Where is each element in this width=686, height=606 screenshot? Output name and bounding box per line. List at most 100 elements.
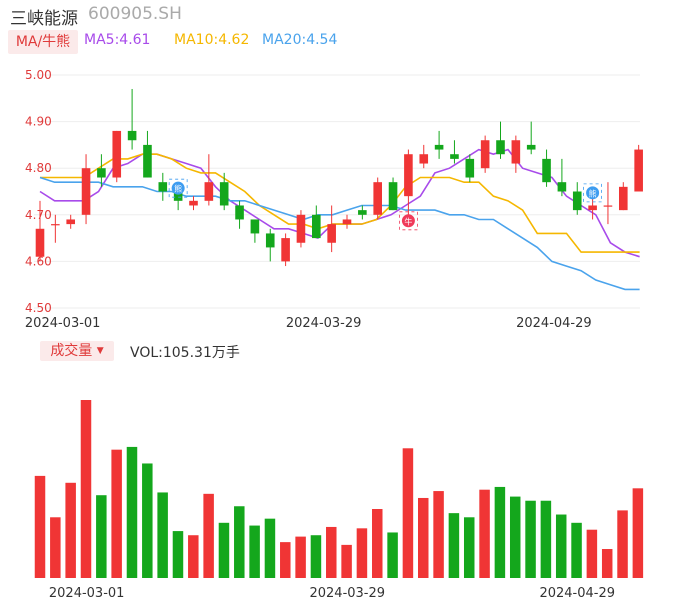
candle-body: [434, 144, 444, 150]
candle-body: [542, 158, 551, 183]
volume-bar: [632, 488, 644, 578]
x-date-label: 2024-03-29: [286, 316, 362, 330]
candle-body: [511, 140, 521, 164]
candle-body: [173, 191, 183, 201]
bear-marker-icon: [586, 186, 600, 200]
ma5-legend: MA5:4.61: [84, 32, 151, 48]
ma20-line: [39, 176, 640, 291]
candle-body: [419, 154, 429, 164]
marker-label: 熊: [589, 188, 597, 198]
y-tick-label: 4.80: [25, 161, 52, 175]
y-tick-label: 4.60: [25, 254, 52, 268]
candle-body: [603, 205, 613, 207]
ma20-legend: MA20:4.54: [262, 32, 338, 48]
volume-bar: [387, 532, 398, 578]
volume-bar: [571, 522, 582, 578]
marker-label: 熊: [174, 184, 182, 194]
stock-code: 600905.SH: [88, 4, 182, 24]
y-tick-label: 5.00: [25, 68, 52, 82]
volume-bar: [80, 400, 92, 578]
candle-body: [526, 144, 536, 150]
volume-bar: [555, 514, 567, 578]
volume-value: VOL:105.31万手: [130, 345, 240, 361]
x-date-label: 2024-03-29: [309, 586, 385, 601]
x-date-label: 2024-04-29: [516, 316, 592, 330]
candle-body: [219, 182, 229, 206]
candle-body: [51, 224, 60, 226]
x-date-label: 2024-03-01: [49, 586, 125, 601]
candle-body: [281, 238, 290, 262]
marker-frame: [583, 183, 602, 203]
bear-marker-icon: [171, 181, 185, 195]
volume-bar: [203, 493, 214, 578]
bull-marker-icon: [401, 214, 415, 228]
volume-bar: [264, 518, 276, 578]
volume-bar: [96, 495, 107, 578]
candle-body: [358, 210, 367, 215]
volume-bar: [479, 489, 490, 578]
volume-bar: [617, 510, 628, 578]
volume-bar: [280, 542, 291, 578]
volume-bar: [142, 463, 153, 578]
ma-bull-bear-toggle[interactable]: MA/牛熊: [8, 30, 78, 54]
candle-body: [296, 214, 306, 243]
marker-frame: [398, 211, 418, 231]
candle-body: [204, 182, 214, 201]
y-tick-label: 4.90: [25, 115, 52, 129]
volume-bar: [525, 500, 536, 578]
candle-body: [572, 191, 582, 211]
candle-body: [312, 214, 321, 239]
candle-body: [66, 219, 75, 225]
volume-indicator-toggle[interactable]: 成交量 ▼: [40, 341, 114, 361]
candle-body: [342, 219, 352, 225]
volume-bar: [50, 517, 61, 578]
volume-bar: [509, 496, 521, 578]
candle-body: [97, 168, 106, 178]
volume-bar: [65, 482, 76, 578]
candle-body: [158, 182, 168, 192]
candle-body: [265, 233, 275, 248]
volume-bar: [295, 536, 306, 578]
candle-body: [81, 168, 91, 215]
marker-label: 牛: [404, 216, 412, 226]
volume-toggle-label: 成交量: [50, 343, 93, 359]
volume-bar: [402, 448, 414, 578]
volume-bar: [372, 509, 383, 578]
volume-bar: [433, 491, 444, 578]
candle-body: [327, 224, 336, 243]
candle-body: [465, 158, 475, 178]
volume-bar: [249, 525, 260, 578]
volume-bar: [448, 513, 460, 578]
volume-bar: [326, 526, 337, 578]
candle-body: [557, 182, 567, 192]
candlestick-chart[interactable]: 5.00 4.90 4.80 4.70 4.60 4.50 熊牛 熊 2024-03-01 202…: [0, 0, 686, 330]
y-tick-label: 4.50: [25, 301, 52, 315]
ma10-line: [40, 153, 640, 253]
volume-bar: [34, 475, 46, 578]
volume-bar: [494, 486, 506, 578]
candle-body: [235, 205, 244, 220]
volume-bar: [540, 500, 552, 578]
candle-body: [588, 205, 597, 211]
volume-bar: [601, 549, 613, 578]
volume-bar: [218, 522, 230, 578]
candle-body: [189, 200, 198, 206]
candle-body: [35, 228, 45, 257]
volume-bar: [188, 535, 199, 578]
candle-body: [373, 182, 382, 215]
x-date-label: 2024-04-29: [539, 586, 615, 601]
candle-body: [143, 144, 152, 178]
candle-body: [404, 154, 413, 197]
volume-bar: [234, 506, 245, 578]
volume-bar: [341, 544, 352, 578]
candle-body: [450, 154, 459, 159]
stock-name: 三峡能源: [10, 9, 78, 29]
volume-bar: [310, 535, 322, 578]
y-tick-label: 4.70: [25, 208, 52, 222]
volume-bar: [111, 449, 122, 578]
candle-body: [250, 219, 260, 234]
candle-body: [619, 186, 628, 211]
volume-bar: [157, 492, 168, 578]
candle-body: [127, 130, 137, 141]
volume-bar: [586, 529, 598, 578]
